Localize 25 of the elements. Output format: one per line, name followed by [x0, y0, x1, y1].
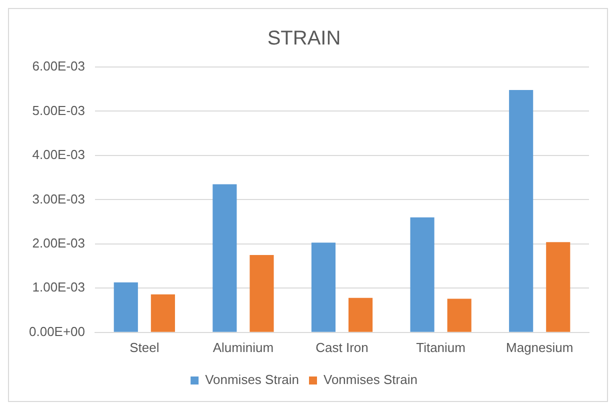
- y-tick-label: 6.00E-03: [32, 58, 86, 74]
- bar: [546, 242, 570, 332]
- x-tick-label: Steel: [130, 340, 160, 355]
- x-tick-label: Aluminium: [212, 340, 274, 355]
- y-tick-label: 4.00E-03: [32, 147, 86, 162]
- y-tick-label: 2.00E-03: [32, 236, 86, 251]
- bar: [114, 282, 138, 332]
- bar: [250, 254, 274, 332]
- x-tick-label: Magnesium: [506, 340, 574, 355]
- y-tick-label: 3.00E-03: [32, 191, 86, 206]
- y-tick-label: 0.00E+00: [28, 324, 86, 339]
- bar: [150, 294, 175, 332]
- x-tick-label: Titanium: [416, 340, 466, 355]
- y-tick-label: 5.00E-03: [32, 102, 86, 118]
- legend-label: Vonmises Strain: [324, 372, 418, 388]
- chart-title: STRAIN: [267, 28, 341, 50]
- bar: [348, 298, 373, 332]
- x-tick-label: Cast Iron: [316, 340, 368, 355]
- legend-label: Vonmises Strain: [205, 372, 300, 388]
- y-tick-label: 1.00E-03: [32, 280, 86, 295]
- bar: [410, 217, 434, 332]
- bar: [509, 90, 534, 332]
- bar: [447, 298, 472, 332]
- bar: [311, 242, 336, 332]
- bar: [212, 184, 237, 332]
